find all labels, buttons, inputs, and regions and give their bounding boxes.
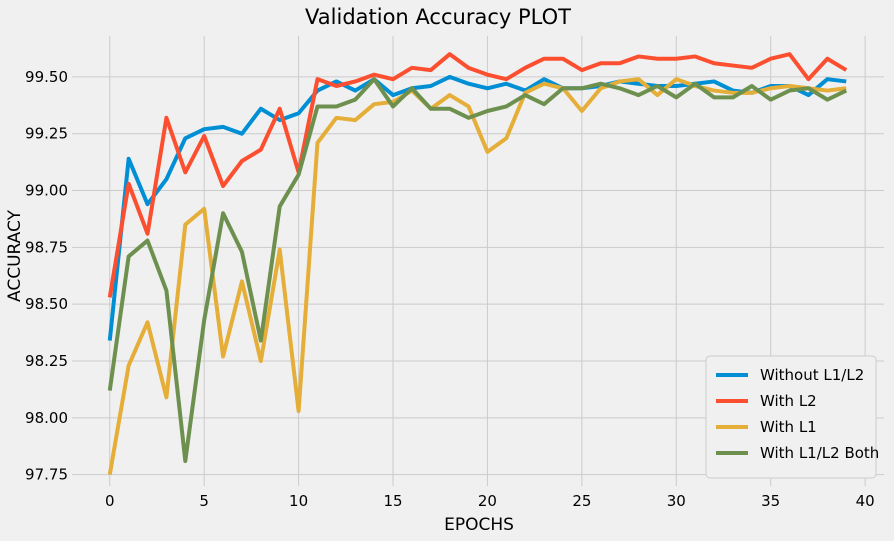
series-line-without-l1-l2 — [107, 74, 847, 341]
x-tick-label: 40 — [856, 492, 875, 510]
chart-title: Validation Accuracy PLOT — [305, 5, 571, 29]
legend-box — [705, 355, 877, 479]
x-tick-label: 25 — [572, 492, 591, 510]
x-tick-label: 30 — [667, 492, 686, 510]
legend-label: With L1 — [760, 418, 817, 436]
series-line-with-l1 — [107, 77, 847, 475]
legend: Without L1/L2 With L2 With L1 With L1/L2 Bo… — [705, 355, 879, 479]
y-tick-labels: 97.75 98.00 98.25 98.50 98.75 99.00 99.25 99.50 — [25, 68, 68, 484]
x-tick-label: 0 — [105, 492, 115, 510]
x-tick-label: 15 — [383, 492, 402, 510]
series-lines — [107, 52, 848, 475]
y-tick-label: 98.75 — [25, 238, 68, 256]
x-tick-label: 35 — [761, 492, 780, 510]
x-axis-label: EPOCHS — [444, 515, 514, 535]
y-tick-label: 98.50 — [25, 295, 68, 313]
series-line-with-l2 — [107, 52, 848, 298]
y-axis-label: ACCURACY — [5, 209, 25, 302]
y-tick-label: 98.25 — [25, 352, 68, 370]
x-tick-label: 10 — [289, 492, 308, 510]
x-tick-label: 20 — [478, 492, 497, 510]
y-tick-label: 97.75 — [25, 466, 68, 484]
series-line-with-l1-l2-both — [107, 77, 848, 463]
legend-label: Without L1/L2 — [760, 366, 864, 384]
y-tick-label: 99.50 — [25, 68, 68, 86]
x-tick-label: 5 — [199, 492, 209, 510]
y-tick-label: 99.25 — [25, 125, 68, 143]
legend-label: With L1/L2 Both — [760, 444, 879, 462]
y-tick-label: 99.00 — [25, 182, 68, 200]
x-tick-labels: 0 5 10 15 20 25 30 35 40 — [105, 492, 875, 510]
legend-label: With L2 — [760, 392, 817, 410]
y-tick-label: 98.00 — [25, 409, 68, 427]
